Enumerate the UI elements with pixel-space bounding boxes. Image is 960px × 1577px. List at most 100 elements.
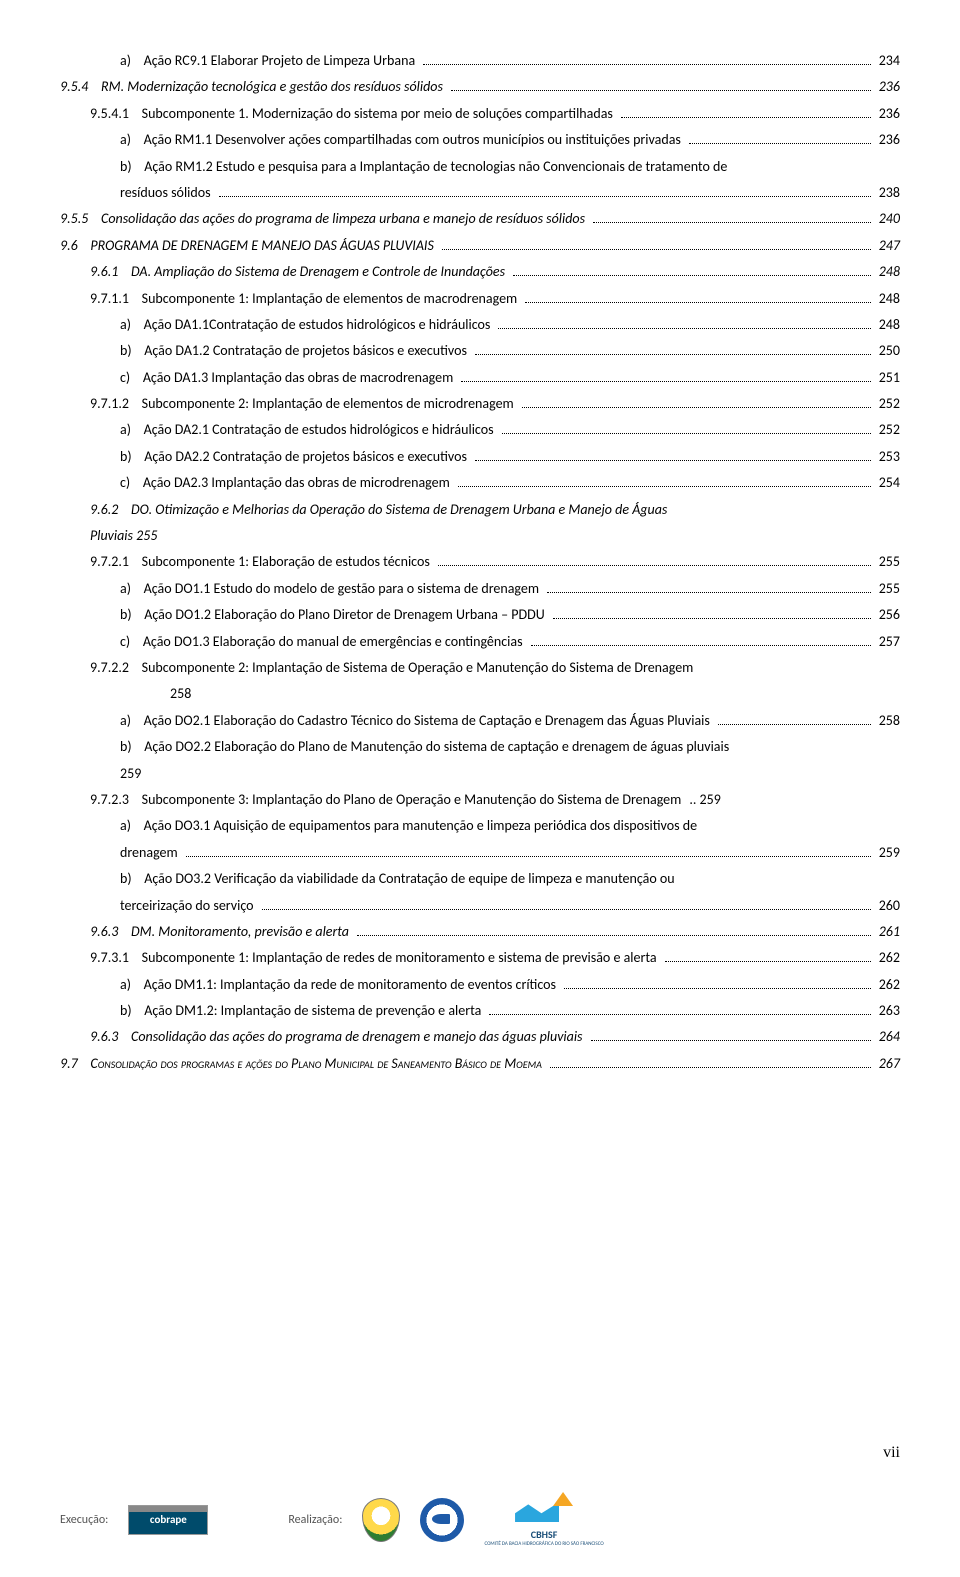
toc-number: 9.7.2.2 Subcomponente 2: Implantação de … [90, 657, 697, 679]
toc-number: a) Ação DM1.1: Implantação da rede de mo… [120, 974, 560, 996]
toc-number: c) Ação DO1.3 Elaboração do manual de em… [120, 631, 527, 653]
cobrape-logo: cobrape [128, 1505, 208, 1535]
toc-entry: 9.6.3 DM. Monitoramento, previsão e aler… [60, 921, 900, 943]
toc-number: 9.6 PROGRAMA DE DRENAGEM E MANEJO DAS ÁG… [60, 235, 438, 257]
toc-page: 258 [875, 710, 900, 732]
toc-number: 9.5.4.1 Subcomponente 1. Modernização do… [90, 103, 617, 125]
toc-entry: a) Ação DO1.1 Estudo do modelo de gestão… [60, 578, 900, 600]
toc-number: a) Ação DO2.1 Elaboração do Cadastro Téc… [120, 710, 714, 732]
toc-entry: c) Ação DA2.3 Implantação das obras de m… [60, 472, 900, 494]
toc-page: 267 [875, 1053, 900, 1075]
toc-number: b) Ação RM1.2 Estudo e pesquisa para a I… [120, 156, 731, 178]
toc-number: 9.7.2.3 Subcomponente 3: Implantação do … [90, 789, 685, 811]
toc-entry: b) Ação RM1.2 Estudo e pesquisa para a I… [60, 156, 900, 178]
toc-entry: 9.7 Consolidação dos programas e ações d… [60, 1053, 900, 1075]
toc-entry-wrap: drenagem259 [60, 842, 900, 864]
toc-number: a) Ação DO1.1 Estudo do modelo de gestão… [120, 578, 543, 600]
toc-number: a) Ação RM1.1 Desenvolver ações comparti… [120, 129, 685, 151]
toc-entry: 9.7.2.1 Subcomponente 1: Elaboração de e… [60, 551, 900, 573]
toc-entry-wrap: 259 [60, 763, 900, 785]
shield-logo [362, 1498, 400, 1542]
toc-page: 253 [875, 446, 900, 468]
toc-page: 255 [875, 551, 900, 573]
toc-page: 260 [875, 895, 900, 917]
toc-page: 247 [875, 235, 900, 257]
toc-entry: c) Ação DO1.3 Elaboração do manual de em… [60, 631, 900, 653]
toc-number: a) Ação DA2.1 Contratação de estudos hid… [120, 419, 498, 441]
toc-number: a) Ação DA1.1Contratação de estudos hidr… [120, 314, 494, 336]
toc-number: a) Ação DO3.1 Aquisição de equipamentos … [120, 815, 701, 837]
toc-entry: a) Ação DA2.1 Contratação de estudos hid… [60, 419, 900, 441]
table-of-contents: a) Ação RC9.1 Elaborar Projeto de Limpez… [60, 50, 900, 1075]
toc-entry: 9.6.2 DO. Otimização e Melhorias da Oper… [60, 499, 900, 521]
toc-entry-wrap: terceirização do serviço260 [60, 895, 900, 917]
realizacao-label: Realização: [288, 1513, 342, 1527]
toc-page: 248 [875, 314, 900, 336]
toc-page: 248 [875, 288, 900, 310]
toc-number: c) Ação DA2.3 Implantação das obras de m… [120, 472, 454, 494]
execucao-label: Execução: [60, 1513, 108, 1527]
toc-page: 236 [875, 76, 900, 98]
toc-entry: b) Ação DA1.2 Contratação de projetos bá… [60, 340, 900, 362]
toc-entry: 9.7.2.2 Subcomponente 2: Implantação de … [60, 657, 900, 679]
toc-number: 9.6.2 DO. Otimização e Melhorias da Oper… [90, 499, 671, 521]
toc-page: 263 [875, 1000, 900, 1022]
toc-page: 234 [875, 50, 900, 72]
toc-entry: a) Ação DO3.1 Aquisição de equipamentos … [60, 815, 900, 837]
toc-entry: b) Ação DO1.2 Elaboração do Plano Direto… [60, 604, 900, 626]
toc-number: c) Ação DA1.3 Implantação das obras de m… [120, 367, 457, 389]
toc-number: 9.5.4 RM. Modernização tecnológica e ges… [60, 76, 447, 98]
toc-number: b) Ação DA2.2 Contratação de projetos bá… [120, 446, 471, 468]
toc-entry: b) Ação DO3.2 Verificação da viabilidade… [60, 868, 900, 890]
toc-number: a) Ação RC9.1 Elaborar Projeto de Limpez… [120, 50, 419, 72]
toc-page: .. 259 [685, 789, 721, 811]
toc-number: 9.7.2.1 Subcomponente 1: Elaboração de e… [90, 551, 434, 573]
toc-entry: 9.7.3.1 Subcomponente 1: Implantação de … [60, 947, 900, 969]
toc-entry: 9.6.3 Consolidação das ações do programa… [60, 1026, 900, 1048]
toc-page: 256 [875, 604, 900, 626]
toc-number: 9.6.1 DA. Ampliação do Sistema de Drenag… [90, 261, 509, 283]
toc-page: 236 [875, 103, 900, 125]
toc-page: 250 [875, 340, 900, 362]
toc-entry: 9.7.2.3 Subcomponente 3: Implantação do … [60, 789, 900, 811]
toc-entry: 9.5.5 Consolidação das ações do programa… [60, 208, 900, 230]
toc-entry: b) Ação DO2.2 Elaboração do Plano de Man… [60, 736, 900, 758]
toc-number: b) Ação DO3.2 Verificação da viabilidade… [120, 868, 679, 890]
toc-page: 248 [875, 261, 900, 283]
toc-entry: b) Ação DA2.2 Contratação de projetos bá… [60, 446, 900, 468]
toc-page: 255 [875, 578, 900, 600]
toc-entry: 9.6.1 DA. Ampliação do Sistema de Drenag… [60, 261, 900, 283]
toc-entry: a) Ação DO2.1 Elaboração do Cadastro Téc… [60, 710, 900, 732]
toc-number: b) Ação DO1.2 Elaboração do Plano Direto… [120, 604, 549, 626]
toc-entry: a) Ação DA1.1Contratação de estudos hidr… [60, 314, 900, 336]
toc-page: 262 [875, 974, 900, 996]
toc-number: 9.7.1.2 Subcomponente 2: Implantação de … [90, 393, 518, 415]
toc-number: 9.7 Consolidação dos programas e ações d… [60, 1053, 546, 1075]
toc-page: 259 [875, 842, 900, 864]
toc-number: 9.6.3 DM. Monitoramento, previsão e aler… [90, 921, 353, 943]
toc-page: 252 [875, 393, 900, 415]
toc-page: 236 [875, 129, 900, 151]
toc-entry: a) Ação DM1.1: Implantação da rede de mo… [60, 974, 900, 996]
toc-entry: b) Ação DM1.2: Implantação de sistema de… [60, 1000, 900, 1022]
toc-page: 252 [875, 419, 900, 441]
toc-page: 261 [875, 921, 900, 943]
toc-entry: 9.7.1.1 Subcomponente 1: Implantação de … [60, 288, 900, 310]
toc-page: 262 [875, 947, 900, 969]
page-footer: vii Execução: cobrape Realização: CBHSF … [60, 1444, 900, 1547]
toc-number: 9.7.1.1 Subcomponente 1: Implantação de … [90, 288, 521, 310]
toc-entry: a) Ação RC9.1 Elaborar Projeto de Limpez… [60, 50, 900, 72]
toc-entry-wrap: 258 [60, 683, 900, 705]
toc-entry: a) Ação RM1.1 Desenvolver ações comparti… [60, 129, 900, 151]
toc-entry: 9.6 PROGRAMA DE DRENAGEM E MANEJO DAS ÁG… [60, 235, 900, 257]
toc-page: 240 [875, 208, 900, 230]
cbhsf-logo: CBHSF COMITÊ DA BACIA HIDROGRÁFICA DO RI… [484, 1492, 603, 1547]
toc-page: 254 [875, 472, 900, 494]
footer-logos: Execução: cobrape Realização: CBHSF COMI… [60, 1492, 900, 1547]
toc-number: 9.6.3 Consolidação das ações do programa… [90, 1026, 587, 1048]
toc-number: b) Ação DM1.2: Implantação de sistema de… [120, 1000, 485, 1022]
toc-page: 264 [875, 1026, 900, 1048]
toc-number: b) Ação DO2.2 Elaboração do Plano de Man… [120, 736, 733, 758]
toc-entry: c) Ação DA1.3 Implantação das obras de m… [60, 367, 900, 389]
page-number: vii [60, 1444, 900, 1462]
